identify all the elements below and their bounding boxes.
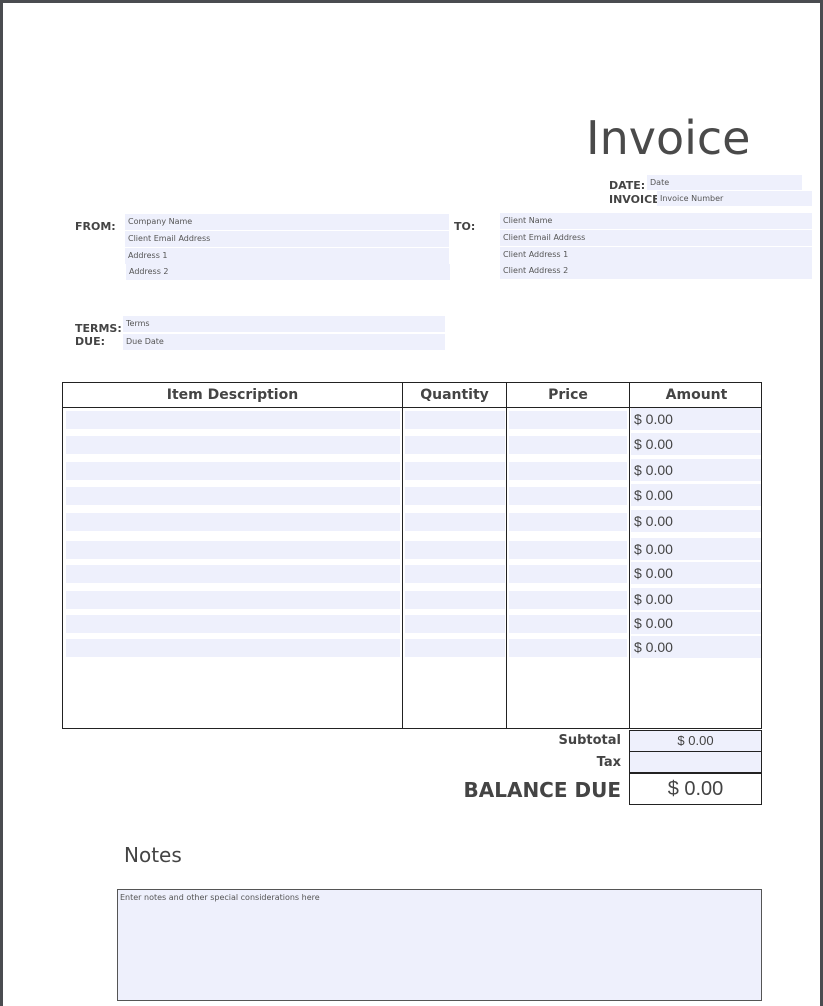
invoice-label: INVOICE (609, 193, 660, 206)
header-divider (63, 407, 761, 408)
amount-cell: $ 0.00 (631, 538, 761, 560)
invoice-page: Invoice DATE: Date INVOICE Invoice Numbe… (3, 3, 820, 1006)
quantity-cell[interactable] (405, 565, 505, 583)
balance-due-value: $ 0.00 (629, 773, 762, 805)
amount-cell: $ 0.00 (631, 510, 761, 532)
description-cell[interactable] (66, 615, 400, 633)
client-address-2-field[interactable]: Client Address 2 (500, 263, 812, 279)
description-cell[interactable] (66, 541, 400, 559)
balance-due-label: BALANCE DUE (463, 778, 622, 802)
description-cell[interactable] (66, 513, 400, 531)
price-cell[interactable] (509, 436, 627, 454)
description-cell[interactable] (66, 411, 400, 429)
amount-cell: $ 0.00 (631, 484, 761, 506)
company-name-field[interactable]: Company Name (125, 214, 449, 230)
description-cell[interactable] (66, 436, 400, 454)
from-label: FROM: (75, 220, 116, 233)
price-cell[interactable] (509, 487, 627, 505)
page-title: Invoice (586, 111, 751, 165)
amount-cell: $ 0.00 (631, 459, 761, 481)
date-label: DATE: (609, 179, 646, 192)
address-2-field[interactable]: Address 2 (126, 264, 450, 280)
quantity-cell[interactable] (405, 513, 505, 531)
price-cell[interactable] (509, 565, 627, 583)
notes-heading: Notes (124, 843, 182, 867)
column-divider (402, 383, 403, 728)
amount-cell: $ 0.00 (631, 433, 761, 455)
due-label: DUE: (75, 335, 105, 348)
header-quantity: Quantity (420, 387, 489, 403)
description-cell[interactable] (66, 591, 400, 609)
terms-field[interactable]: Terms (123, 316, 445, 332)
terms-label: TERMS: (75, 322, 122, 335)
quantity-cell[interactable] (405, 541, 505, 559)
invoice-number-field[interactable]: Invoice Number (657, 191, 812, 206)
price-cell[interactable] (509, 639, 627, 657)
amount-cell: $ 0.00 (631, 562, 761, 584)
amount-cell: $ 0.00 (631, 588, 761, 610)
description-cell[interactable] (66, 462, 400, 480)
client-email-field[interactable]: Client Email Address (500, 230, 812, 246)
column-divider (629, 383, 630, 728)
client-address-1-field[interactable]: Client Address 1 (500, 247, 812, 263)
price-cell[interactable] (509, 615, 627, 633)
price-cell[interactable] (509, 462, 627, 480)
quantity-cell[interactable] (405, 436, 505, 454)
subtotal-value[interactable]: $ 0.00 (629, 730, 762, 752)
header-amount: Amount (665, 387, 728, 403)
header-price: Price (548, 387, 588, 403)
price-cell[interactable] (509, 541, 627, 559)
price-cell[interactable] (509, 591, 627, 609)
price-cell[interactable] (509, 513, 627, 531)
quantity-cell[interactable] (405, 591, 505, 609)
amount-cell: $ 0.00 (631, 612, 761, 634)
quantity-cell[interactable] (405, 639, 505, 657)
description-cell[interactable] (66, 639, 400, 657)
description-cell[interactable] (66, 487, 400, 505)
due-date-field[interactable]: Due Date (123, 334, 445, 350)
amount-cell: $ 0.00 (631, 636, 761, 658)
tax-field[interactable] (629, 751, 762, 773)
amount-cell: $ 0.00 (631, 408, 761, 430)
quantity-cell[interactable] (405, 615, 505, 633)
column-divider (506, 383, 507, 728)
quantity-cell[interactable] (405, 462, 505, 480)
description-cell[interactable] (66, 565, 400, 583)
quantity-cell[interactable] (405, 487, 505, 505)
to-label: TO: (454, 220, 476, 233)
notes-textarea[interactable]: Enter notes and other special considerat… (117, 889, 762, 1001)
header-item-description: Item Description (166, 387, 299, 403)
quantity-cell[interactable] (405, 411, 505, 429)
items-table: Item Description Quantity Price Amount $… (62, 382, 762, 729)
email-field[interactable]: Client Email Address (125, 231, 449, 247)
date-field[interactable]: Date (647, 175, 802, 190)
address-1-field[interactable]: Address 1 (125, 248, 449, 264)
tax-label: Tax (596, 755, 621, 770)
client-name-field[interactable]: Client Name (500, 213, 812, 229)
subtotal-label: Subtotal (558, 733, 621, 748)
price-cell[interactable] (509, 411, 627, 429)
